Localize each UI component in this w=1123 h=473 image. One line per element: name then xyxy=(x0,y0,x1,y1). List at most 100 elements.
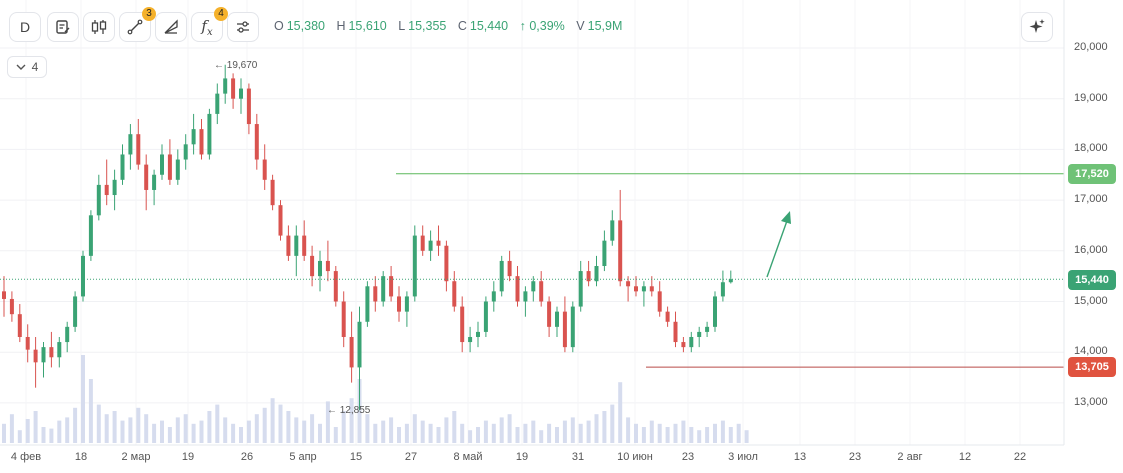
candle-body xyxy=(373,286,378,302)
candle-body xyxy=(73,296,78,327)
time-tick-label: 2 мар xyxy=(121,451,151,463)
volume-bar xyxy=(136,407,141,443)
candle-body xyxy=(483,301,488,332)
volume-bar xyxy=(73,407,78,443)
candle-body xyxy=(618,220,623,282)
volume-bar xyxy=(649,420,654,443)
high-label: H xyxy=(336,19,346,33)
candle-body xyxy=(649,286,654,292)
drawing-tools-button[interactable]: 3 xyxy=(119,7,156,42)
candle-body xyxy=(207,113,212,155)
candle-body xyxy=(389,276,394,297)
candle-body xyxy=(697,331,702,337)
candle-body xyxy=(665,311,670,322)
volume-bar xyxy=(452,411,457,443)
indicators-count: 4 xyxy=(31,60,39,74)
volume-bar xyxy=(547,423,552,443)
volume-bar xyxy=(223,417,228,443)
volume-bar xyxy=(420,420,425,443)
volume-bar xyxy=(310,414,315,443)
candle-body xyxy=(270,179,275,206)
candle-body xyxy=(397,296,401,312)
candle-body xyxy=(41,347,46,363)
volume-bar xyxy=(578,423,583,443)
candle-body xyxy=(215,93,220,114)
volume-bar xyxy=(523,423,528,443)
notes-icon[interactable] xyxy=(47,12,79,42)
candle-body xyxy=(523,291,528,302)
volume-bar xyxy=(294,417,299,443)
candle-body xyxy=(705,326,710,332)
candle-body xyxy=(310,255,315,277)
volume-bar xyxy=(468,430,473,443)
trend-arrow-head[interactable] xyxy=(781,211,791,224)
volume-bar xyxy=(88,379,93,443)
volume-bar xyxy=(705,427,710,443)
candle-body xyxy=(444,245,449,282)
candle-body xyxy=(262,159,267,180)
volume-bar xyxy=(302,420,307,443)
candle-body xyxy=(436,240,441,246)
candle-body xyxy=(547,301,552,327)
indicators-button[interactable]: fx 4 xyxy=(191,7,228,42)
volume-bar xyxy=(562,420,567,443)
trend-arrow-line[interactable] xyxy=(766,217,789,278)
candle-body xyxy=(183,144,188,160)
volume-bar xyxy=(460,423,465,443)
candle-body xyxy=(318,260,322,277)
candle-body xyxy=(333,271,338,302)
volume-bar xyxy=(412,414,417,443)
volume-bar xyxy=(152,423,157,443)
volume-bar xyxy=(333,427,338,443)
candles-icon[interactable] xyxy=(83,12,115,42)
time-tick-label: 23 xyxy=(848,451,862,463)
candle-body xyxy=(246,88,251,125)
volume-bar xyxy=(555,427,559,443)
candle-body xyxy=(9,298,14,315)
volume-bar xyxy=(436,427,441,443)
ai-assistant-button[interactable] xyxy=(1021,12,1053,42)
candle-body xyxy=(254,124,259,160)
candle-body xyxy=(720,282,725,297)
volume-value: 15,9M xyxy=(587,19,623,33)
candle-body xyxy=(81,255,85,297)
price-tick-label: 16,000 xyxy=(1074,243,1108,256)
time-tick-label: 10 июн xyxy=(617,451,653,463)
ruler-icon[interactable] xyxy=(155,12,187,42)
volume-label: V xyxy=(576,19,585,33)
candle-body xyxy=(112,179,117,196)
volume-bar xyxy=(673,423,678,443)
candle-body xyxy=(152,174,157,190)
volume-bar xyxy=(697,430,702,443)
volume-bar xyxy=(96,404,101,443)
volume-bar xyxy=(120,420,125,443)
candle-body xyxy=(578,271,583,307)
volume-bar xyxy=(128,417,133,443)
time-tick-label: 18 xyxy=(74,451,88,463)
indicators-collapse-button[interactable]: 4 xyxy=(7,56,47,78)
price-tick-label: 17,000 xyxy=(1074,193,1108,206)
candle-body xyxy=(302,235,307,256)
volume-bar xyxy=(199,420,204,443)
interval-button[interactable]: D xyxy=(9,12,41,42)
settings-sliders-icon[interactable] xyxy=(227,12,259,42)
volume-bar xyxy=(491,423,496,443)
candle-body xyxy=(136,134,141,165)
indicator-count-badge: 4 xyxy=(214,7,228,21)
candle-body xyxy=(673,321,678,343)
function-icon: fx xyxy=(201,16,213,38)
price-tick-label: 14,000 xyxy=(1074,345,1108,358)
time-tick-label: 19 xyxy=(515,451,529,463)
volume-bar xyxy=(618,382,623,443)
volume-bar xyxy=(634,423,638,443)
volume-bar xyxy=(33,411,38,443)
candle-body xyxy=(341,301,346,337)
trendline-icon xyxy=(127,19,143,35)
candle-body xyxy=(25,336,30,350)
volume-bar xyxy=(278,404,283,443)
time-tick-label: 5 апр xyxy=(289,451,317,463)
drawing-count-badge: 3 xyxy=(142,7,156,21)
volume-bar xyxy=(681,420,686,443)
candle-body xyxy=(468,336,473,343)
